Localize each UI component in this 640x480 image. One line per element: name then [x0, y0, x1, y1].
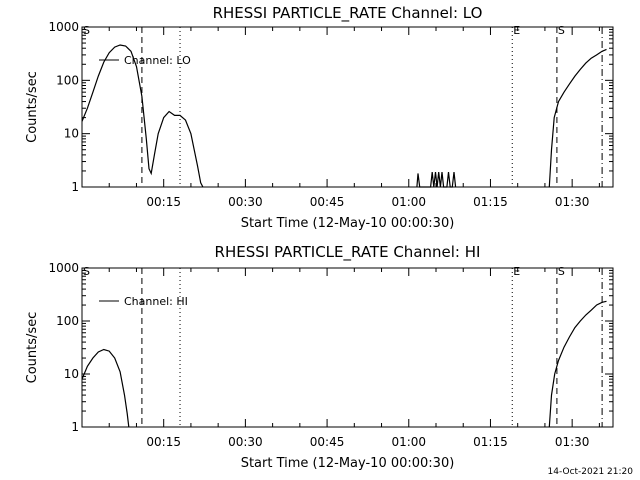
event-marker-label: S — [83, 24, 90, 37]
x-tick-label: 01:30 — [555, 435, 590, 449]
y-tick-label: 100 — [56, 73, 79, 87]
x-axis-label: Start Time (12-May-10 00:00:30) — [241, 216, 455, 231]
series-line-segment — [81, 348, 130, 428]
x-tick-label: 00:45 — [310, 195, 345, 209]
timestamp: 14-Oct-2021 21:20 — [548, 467, 634, 477]
plot-frame — [81, 26, 614, 188]
y-tick-label: 10 — [64, 127, 79, 141]
event-marker-label: E — [513, 265, 520, 278]
event-marker-label: S — [558, 24, 565, 37]
series-line-segment — [548, 300, 607, 428]
series-line-segment — [548, 48, 607, 188]
x-tick-label: 01:00 — [391, 435, 426, 449]
x-tick-label: 00:15 — [146, 435, 181, 449]
y-tick-label: 1 — [71, 420, 79, 434]
panel-hi: RHESSI PARTICLE_RATE Channel: HI Start Ti… — [25, 243, 614, 471]
y-tick-label: 10 — [64, 367, 79, 381]
series-line-segment — [416, 172, 457, 188]
legend-label: Channel: HI — [124, 295, 188, 308]
x-tick-label: 01:00 — [391, 195, 426, 209]
y-tick-label: 1 — [71, 180, 79, 194]
x-tick-label: 01:15 — [473, 195, 508, 209]
x-tick-label: 00:30 — [228, 435, 263, 449]
x-tick-label: 01:15 — [473, 435, 508, 449]
y-tick-label: 1000 — [48, 20, 79, 34]
series-line-segment — [81, 44, 204, 188]
x-tick-label: 00:15 — [146, 195, 181, 209]
legend-label: Channel: LO — [124, 54, 191, 67]
x-tick-label: 01:30 — [555, 195, 590, 209]
event-marker-label: S — [558, 265, 565, 278]
x-tick-label: 00:30 — [228, 195, 263, 209]
y-axis-label: Counts/sec — [25, 312, 40, 384]
x-axis-label: Start Time (12-May-10 00:00:30) — [241, 456, 455, 471]
event-marker-label: S — [83, 265, 90, 278]
panel-lo: RHESSI PARTICLE_RATE Channel: LO Start Ti… — [25, 4, 614, 231]
event-marker-label: E — [513, 24, 520, 37]
chart-title: RHESSI PARTICLE_RATE Channel: HI — [215, 243, 481, 262]
y-axis-label: Counts/sec — [25, 71, 40, 143]
chart-title: RHESSI PARTICLE_RATE Channel: LO — [213, 4, 483, 23]
y-tick-label: 1000 — [48, 261, 79, 275]
y-tick-label: 100 — [56, 314, 79, 328]
x-tick-label: 00:45 — [310, 435, 345, 449]
plot-frame — [81, 267, 614, 428]
